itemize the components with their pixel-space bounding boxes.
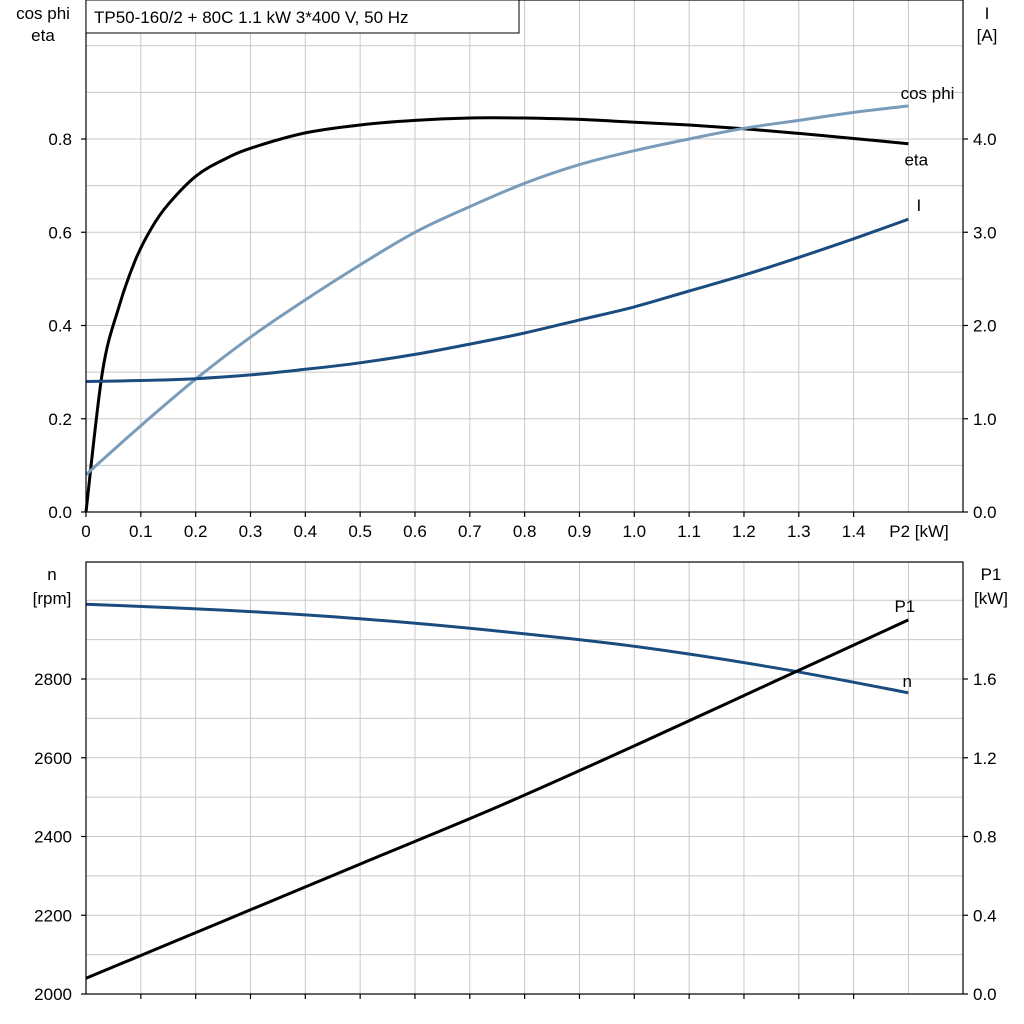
frame-layer [81,0,968,999]
y-right-axis-label: [kW] [974,589,1008,608]
y-left-axis-label: n [47,565,56,584]
series-layer [84,104,910,980]
y-left-tick-label: 0.6 [48,223,72,242]
y-left-tick-label: 2200 [34,906,72,925]
y-right-tick-label: 4.0 [973,130,997,149]
y-left-tick-label: 0.8 [48,130,72,149]
y-right-tick-label: 2.0 [973,317,997,336]
y-right-axis-label: I [985,4,990,23]
y-left-tick-label: 2000 [34,985,72,1004]
x-tick-label: 0.3 [239,522,263,541]
x-tick-label: 0.8 [513,522,537,541]
x-tick-label: 0.6 [403,522,427,541]
series-line-P1 [85,618,910,980]
series-line-I [85,217,909,383]
y-right-axis-label: [A] [977,26,998,45]
y-left-axis-label: [rpm] [33,589,72,608]
series-line-n [85,602,909,695]
title-box [85,0,520,34]
x-axis-label: P2 [kW] [889,522,949,541]
y-right-axis-label: P1 [981,565,1002,584]
y-right-tick-label: 0.0 [973,503,997,522]
series-line-eta [84,116,909,513]
y-right-tick-label: 0.0 [973,985,997,1004]
y-left-tick-label: 0.2 [48,410,72,429]
series-label-n: n [902,672,911,691]
y-right-tick-label: 0.4 [973,906,997,925]
x-tick-label: 0.4 [293,522,317,541]
series-label-p1: P1 [894,597,915,616]
grid-layer [86,0,963,994]
y-right-tick-label: 1.6 [973,670,997,689]
y-right-tick-label: 1.0 [973,410,997,429]
x-tick-label: 1.0 [622,522,646,541]
x-tick-label: 0.5 [348,522,372,541]
y-left-tick-label: 2800 [34,670,72,689]
series-label-eta: eta [904,151,928,170]
x-tick-label: 0.2 [184,522,208,541]
y-left-axis-label: cos phi [16,4,70,23]
x-tick-label: 0.7 [458,522,482,541]
y-left-axis-label: eta [31,26,55,45]
series-label-cos-phi: cos phi [901,84,955,103]
y-right-tick-label: 3.0 [973,223,997,242]
y-left-tick-label: 0.4 [48,317,72,336]
x-tick-label: 0.9 [568,522,592,541]
x-tick-label: 1.4 [842,522,866,541]
y-left-tick-label: 2600 [34,749,72,768]
x-tick-label: 0.1 [129,522,153,541]
y-right-tick-label: 0.8 [973,828,997,847]
x-tick-label: 1.3 [787,522,811,541]
chart-title: TP50-160/2 + 80C 1.1 kW 3*400 V, 50 Hz [94,8,409,27]
y-right-tick-label: 1.2 [973,749,997,768]
text-layer: cos phi eta I TP50-160/2 + 80C 1.1 kW 3*400… [16,4,1008,1004]
y-left-tick-label: 0.0 [48,503,72,522]
series-label-i: I [916,196,921,215]
x-tick-label: 1.1 [677,522,701,541]
x-tick-label: 0 [81,522,90,541]
y-left-tick-label: 2400 [34,828,72,847]
series-line-cos-phi [84,104,909,476]
x-tick-label: 1.2 [732,522,756,541]
